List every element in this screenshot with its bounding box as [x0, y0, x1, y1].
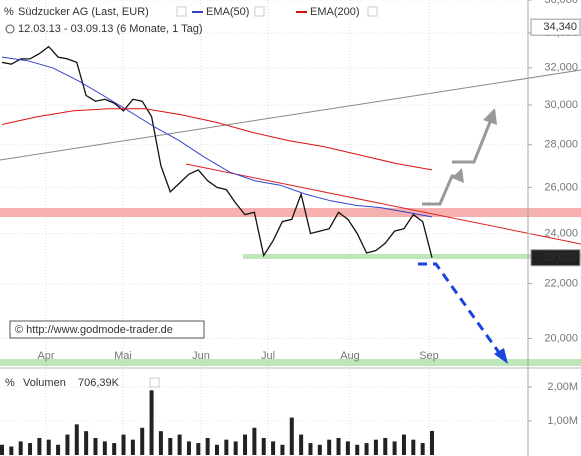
volume-bar: [84, 431, 89, 455]
volume-bar: [373, 439, 378, 455]
volume-bar: [383, 437, 388, 455]
icon: %: [5, 377, 15, 389]
volume-bar: [401, 434, 406, 455]
volume-bar: [224, 439, 229, 455]
x-tick-label: Jun: [192, 350, 210, 362]
volume-bar: [364, 443, 369, 455]
volume-bar: [93, 437, 98, 455]
y-tick-label: 2,00M: [547, 381, 578, 393]
source: © http://www.godmode-trader.de: [15, 324, 173, 336]
series-line: [1, 45, 433, 258]
chart-title: Südzucker AG (Last, EUR): [18, 6, 149, 18]
volume-bar: [233, 441, 238, 455]
y-tick-label: 32,000: [544, 62, 578, 74]
volume-bar: [205, 437, 210, 455]
arrow-head: [494, 348, 508, 364]
volume-bar: [102, 441, 107, 455]
volume-bar: [299, 434, 304, 455]
volume-bar: [186, 441, 191, 455]
resistance-band: [0, 208, 581, 217]
volume-bar: [149, 390, 154, 455]
y-tick-label: 26,000: [544, 181, 578, 193]
x-tick-label: Apr: [37, 350, 54, 362]
volume-bar: [420, 443, 425, 455]
support-band: [243, 254, 581, 259]
icon: [176, 6, 187, 17]
legend-label: EMA(200): [310, 6, 360, 18]
volume-bar: [308, 443, 313, 455]
volume-title: Volumen: [23, 377, 66, 389]
volume-bar: [0, 444, 4, 455]
volume-bar: [37, 437, 42, 455]
volume-bar: [196, 443, 201, 455]
volume-bar: [317, 444, 322, 455]
volume-bar: [158, 431, 163, 455]
volume-bar: [411, 439, 416, 455]
price-flag: [530, 249, 581, 267]
volume-bar: [177, 434, 182, 455]
icon: [254, 6, 265, 17]
volume-bar: [130, 439, 135, 455]
series-line: [1, 56, 433, 218]
volume-bar: [74, 424, 79, 455]
volume-bar: [430, 430, 434, 455]
x-tick-label: Sep: [419, 350, 439, 362]
price-flag-label: 23,010: [543, 252, 577, 264]
volume-bar: [243, 434, 248, 455]
x-tick-label: Aug: [340, 350, 360, 362]
downtrend-line: [185, 163, 581, 245]
volume-bar: [289, 417, 294, 455]
y-tick-label: 28,000: [544, 139, 578, 151]
volume-bar: [280, 444, 285, 455]
volume-bar: [271, 441, 276, 455]
icon: %: [4, 6, 14, 18]
volume-bar: [140, 427, 145, 455]
volume-last: 706,39K: [78, 377, 120, 389]
y-tick-label: 1,00M: [547, 415, 578, 427]
icon: [367, 6, 378, 17]
volume-bar: [112, 443, 117, 455]
volume-bar: [121, 434, 126, 455]
y-tick-label: 30,000: [544, 99, 578, 111]
trendline: [0, 69, 581, 161]
volume-bar: [252, 427, 257, 455]
arrow-head: [452, 168, 464, 183]
volume-bar: [65, 434, 70, 455]
price-flag-label: 34,340: [543, 21, 577, 33]
arrow-head: [483, 108, 497, 125]
chart-subtitle: 12.03.13 - 03.09.13 (6 Monate, 1 Tag): [18, 23, 202, 35]
volume-bar: [56, 444, 61, 455]
x-tick-label: Jul: [261, 350, 275, 362]
icon: [149, 377, 160, 388]
price-flag: [530, 18, 581, 36]
volume-bar: [9, 446, 14, 455]
up-arrow: [452, 121, 492, 164]
volume-bar: [355, 444, 360, 455]
y-tick-label: 36,000: [544, 0, 578, 6]
volume-bar: [327, 439, 332, 455]
volume-bar: [345, 441, 350, 455]
source-box: [9, 320, 205, 339]
series-line: [1, 108, 433, 171]
icon: [5, 24, 15, 34]
down-arrow: [418, 262, 502, 355]
legend-label: EMA(50): [206, 6, 249, 18]
x-tick-label: Mai: [114, 350, 132, 362]
volume-bar: [46, 439, 51, 455]
y-tick-label: 24,000: [544, 227, 578, 239]
volume-bar: [261, 437, 266, 455]
volume-bar: [28, 443, 33, 455]
y-tick-label: 20,000: [544, 332, 578, 344]
support-band-low: [0, 359, 581, 366]
volume-bar: [392, 441, 397, 455]
volume-bar: [336, 437, 341, 455]
volume-bar: [215, 444, 219, 455]
y-tick-label: 22,000: [544, 277, 578, 289]
volume-bar: [18, 441, 23, 455]
volume-bar: [168, 437, 173, 455]
